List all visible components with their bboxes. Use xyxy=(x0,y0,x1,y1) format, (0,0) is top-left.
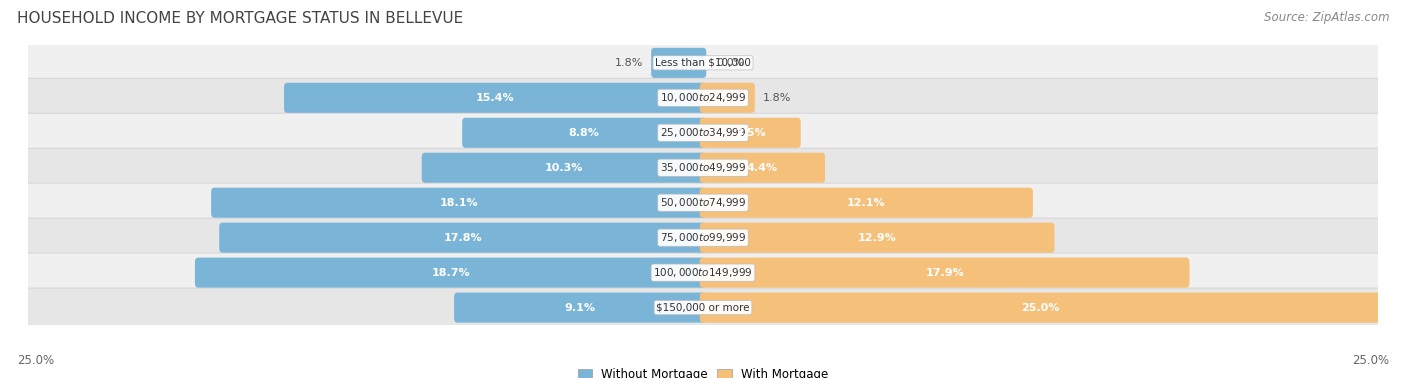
Text: 18.1%: 18.1% xyxy=(440,198,478,208)
Legend: Without Mortgage, With Mortgage: Without Mortgage, With Mortgage xyxy=(578,368,828,378)
FancyBboxPatch shape xyxy=(25,253,1381,292)
Text: $10,000 to $24,999: $10,000 to $24,999 xyxy=(659,91,747,104)
FancyBboxPatch shape xyxy=(700,153,825,183)
FancyBboxPatch shape xyxy=(463,118,706,148)
Text: 12.1%: 12.1% xyxy=(846,198,886,208)
FancyBboxPatch shape xyxy=(25,288,1381,327)
Text: $150,000 or more: $150,000 or more xyxy=(657,303,749,313)
FancyBboxPatch shape xyxy=(25,183,1381,222)
Text: 10.3%: 10.3% xyxy=(544,163,583,173)
FancyBboxPatch shape xyxy=(195,257,706,288)
Text: $35,000 to $49,999: $35,000 to $49,999 xyxy=(659,161,747,174)
Text: 25.0%: 25.0% xyxy=(1021,303,1060,313)
Text: 25.0%: 25.0% xyxy=(1353,354,1389,367)
Text: Less than $10,000: Less than $10,000 xyxy=(655,58,751,68)
Text: 1.8%: 1.8% xyxy=(616,58,644,68)
Text: 1.8%: 1.8% xyxy=(762,93,790,103)
Text: 3.5%: 3.5% xyxy=(735,128,765,138)
Text: 4.4%: 4.4% xyxy=(747,163,778,173)
Text: 8.8%: 8.8% xyxy=(569,128,599,138)
FancyBboxPatch shape xyxy=(219,223,706,253)
Text: $100,000 to $149,999: $100,000 to $149,999 xyxy=(654,266,752,279)
FancyBboxPatch shape xyxy=(25,78,1381,118)
FancyBboxPatch shape xyxy=(25,218,1381,257)
Text: $75,000 to $99,999: $75,000 to $99,999 xyxy=(659,231,747,244)
FancyBboxPatch shape xyxy=(454,293,706,323)
FancyBboxPatch shape xyxy=(25,148,1381,187)
FancyBboxPatch shape xyxy=(651,48,706,78)
Text: 15.4%: 15.4% xyxy=(475,93,515,103)
Text: 25.0%: 25.0% xyxy=(17,354,53,367)
Text: 17.8%: 17.8% xyxy=(443,233,482,243)
FancyBboxPatch shape xyxy=(284,83,706,113)
Text: 0.0%: 0.0% xyxy=(717,58,745,68)
FancyBboxPatch shape xyxy=(700,83,755,113)
Text: Source: ZipAtlas.com: Source: ZipAtlas.com xyxy=(1264,11,1389,24)
FancyBboxPatch shape xyxy=(25,113,1381,152)
FancyBboxPatch shape xyxy=(422,153,706,183)
Text: $50,000 to $74,999: $50,000 to $74,999 xyxy=(659,196,747,209)
Text: 12.9%: 12.9% xyxy=(858,233,897,243)
Text: $25,000 to $34,999: $25,000 to $34,999 xyxy=(659,126,747,139)
Text: 17.9%: 17.9% xyxy=(925,268,965,277)
FancyBboxPatch shape xyxy=(700,293,1381,323)
FancyBboxPatch shape xyxy=(700,118,801,148)
FancyBboxPatch shape xyxy=(211,187,706,218)
FancyBboxPatch shape xyxy=(25,43,1381,82)
FancyBboxPatch shape xyxy=(700,257,1189,288)
FancyBboxPatch shape xyxy=(700,187,1033,218)
Text: 9.1%: 9.1% xyxy=(565,303,596,313)
Text: HOUSEHOLD INCOME BY MORTGAGE STATUS IN BELLEVUE: HOUSEHOLD INCOME BY MORTGAGE STATUS IN B… xyxy=(17,11,463,26)
FancyBboxPatch shape xyxy=(700,223,1054,253)
Text: 18.7%: 18.7% xyxy=(432,268,470,277)
